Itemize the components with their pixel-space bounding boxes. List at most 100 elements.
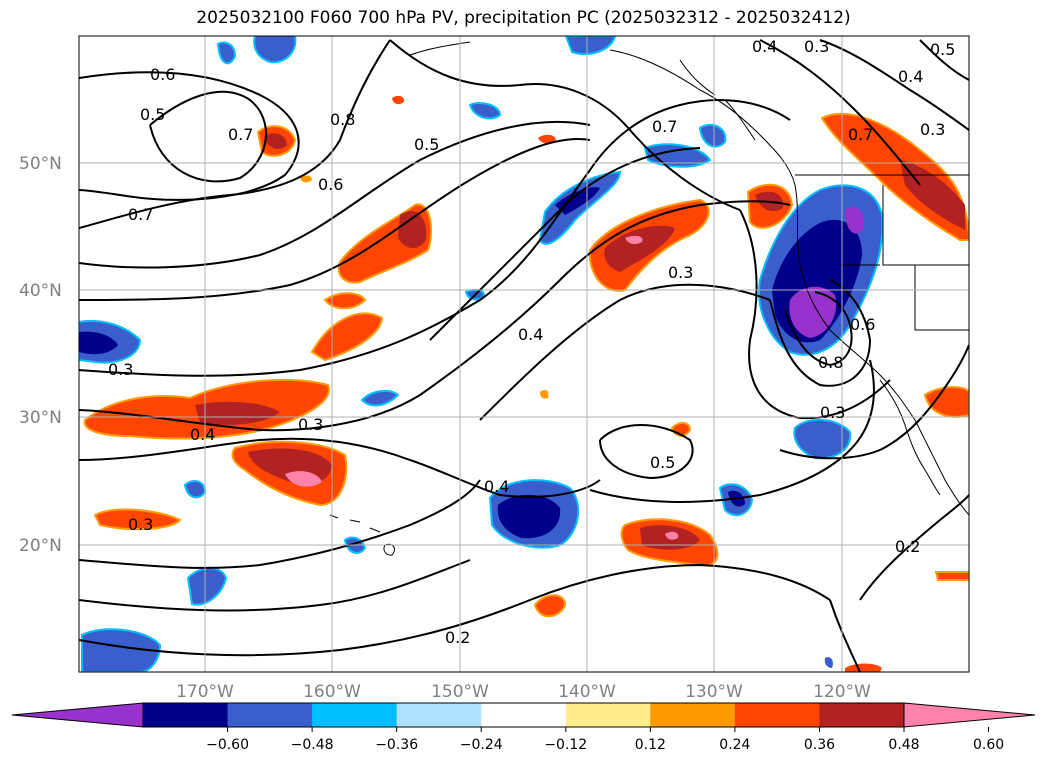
contour-label: 0.8 bbox=[330, 110, 355, 129]
contour-label: 0.5 bbox=[140, 105, 165, 124]
pv-contour bbox=[479, 283, 771, 421]
pv-contour bbox=[79, 39, 391, 229]
lon-label: 150°W bbox=[431, 682, 489, 702]
colorbar-segment bbox=[734, 703, 820, 727]
colorbar-tick-label: 0.48 bbox=[888, 737, 919, 753]
pv-contour bbox=[759, 39, 921, 186]
lon-label: 160°W bbox=[303, 682, 361, 702]
us-state-border bbox=[882, 185, 969, 266]
precip-negative-patch bbox=[538, 123, 727, 245]
contour-label: 0.6 bbox=[850, 315, 875, 334]
pv-contour bbox=[779, 344, 969, 460]
precip-negative-patch bbox=[718, 418, 852, 517]
lon-label: 140°W bbox=[558, 682, 616, 702]
hawaii-islands bbox=[329, 514, 395, 556]
colorbar-extend-low bbox=[11, 702, 144, 728]
colorbar-tick-label: −0.24 bbox=[460, 737, 503, 753]
us-state-border bbox=[914, 265, 969, 331]
contour-label: 0.2 bbox=[895, 537, 920, 556]
contour-label: 0.3 bbox=[108, 360, 133, 379]
colorbar-segment bbox=[565, 703, 651, 727]
pv-contour bbox=[149, 90, 267, 183]
contour-label: 0.7 bbox=[228, 125, 253, 144]
lat-label: 20°N bbox=[19, 536, 62, 556]
contour-label: 0.2 bbox=[445, 628, 470, 647]
precip-positive-patch bbox=[620, 518, 719, 567]
contour-label: 0.8 bbox=[818, 353, 843, 372]
pv-contour bbox=[389, 39, 741, 211]
colorbar-segment bbox=[143, 703, 229, 727]
contour-label: 0.4 bbox=[484, 477, 509, 496]
lat-labels: 50°N 40°N 30°N 20°N bbox=[19, 154, 62, 556]
contour-label: 0.3 bbox=[820, 403, 845, 422]
pv-contour bbox=[79, 479, 481, 569]
pv-contour bbox=[859, 494, 969, 601]
contour-label: 0.3 bbox=[920, 120, 945, 139]
pv-contour bbox=[599, 424, 694, 480]
pv-contour bbox=[79, 99, 791, 377]
precip-negative-patch bbox=[758, 184, 884, 356]
precip-positive-patch bbox=[256, 125, 297, 157]
lon-label: 130°W bbox=[685, 682, 743, 702]
contour-label: 0.7 bbox=[848, 125, 873, 144]
baja-peninsula-coast bbox=[879, 379, 941, 496]
lat-label: 30°N bbox=[19, 408, 62, 428]
pv-contour bbox=[429, 147, 701, 341]
precip-positive-patch bbox=[310, 203, 433, 362]
colorbar-tick-label: 0.36 bbox=[804, 737, 835, 753]
contour-label: 0.7 bbox=[128, 205, 153, 224]
pv-contour bbox=[79, 71, 300, 201]
contour-label: 0.3 bbox=[128, 515, 153, 534]
precip-negative-patch bbox=[79, 319, 142, 364]
contour-labels: 0.6 0.5 0.7 0.8 0.7 0.5 0.6 0.7 0.4 0.3 … bbox=[108, 37, 955, 647]
colorbar: −0.60 −0.48 −0.36 −0.24 −0.12 0.12 0.24 0.36 0.4… bbox=[11, 702, 1036, 753]
contour-label: 0.4 bbox=[190, 425, 215, 444]
colorbar-tick-label: 0.24 bbox=[719, 737, 750, 753]
pv-contour bbox=[79, 138, 591, 301]
precip-negative-patch bbox=[81, 288, 833, 672]
pv-contour bbox=[784, 291, 853, 367]
precip-positive-patch bbox=[93, 95, 969, 672]
contour-label: 0.4 bbox=[898, 67, 923, 86]
pv-contour bbox=[79, 120, 591, 269]
colorbar-tick-label: −0.60 bbox=[206, 737, 249, 753]
pv-contours bbox=[79, 39, 969, 672]
colorbar-tick-label: −0.12 bbox=[544, 737, 587, 753]
pv-contour bbox=[79, 437, 411, 461]
contour-label: 0.4 bbox=[752, 37, 777, 56]
contour-label: 0.5 bbox=[414, 135, 439, 154]
map-title: 2025032100 F060 700 hPa PV, precipitatio… bbox=[196, 8, 851, 28]
colorbar-segment bbox=[650, 703, 736, 727]
pv-contour bbox=[79, 559, 471, 612]
pv-contour bbox=[79, 563, 831, 657]
pv-contour bbox=[819, 39, 969, 131]
colorbar-segment bbox=[396, 703, 482, 727]
lon-labels: 170°W 160°W 150°W 140°W 130°W 120°W bbox=[176, 682, 871, 702]
lat-label: 50°N bbox=[19, 154, 62, 174]
contour-label: 0.6 bbox=[150, 65, 175, 84]
precip-positive-patch bbox=[746, 183, 794, 229]
lat-label: 40°N bbox=[19, 281, 62, 301]
graticule bbox=[79, 36, 969, 672]
contour-label: 0.3 bbox=[298, 415, 323, 434]
precip-positive-patch bbox=[231, 440, 348, 507]
colorbar-frame bbox=[142, 702, 905, 728]
contour-label: 0.3 bbox=[804, 37, 829, 56]
pv-contour bbox=[919, 39, 969, 81]
contour-label: 0.3 bbox=[668, 263, 693, 282]
precip-positive-patch bbox=[820, 113, 969, 241]
contour-label: 0.4 bbox=[518, 325, 543, 344]
precip-positive-patch bbox=[83, 378, 330, 440]
pv-contour bbox=[739, 209, 891, 420]
colorbar-tick-label: 0.12 bbox=[635, 737, 666, 753]
colorbar-extend-high bbox=[903, 702, 1036, 728]
pv-contour bbox=[409, 459, 601, 498]
colorbar-segment bbox=[312, 703, 398, 727]
contour-label: 0.7 bbox=[652, 117, 677, 136]
pv-contour bbox=[769, 279, 872, 387]
colorbar-segment bbox=[227, 703, 313, 727]
contour-label: 0.5 bbox=[930, 40, 955, 59]
map-content bbox=[79, 36, 969, 672]
precip-negative-patch bbox=[216, 36, 617, 120]
